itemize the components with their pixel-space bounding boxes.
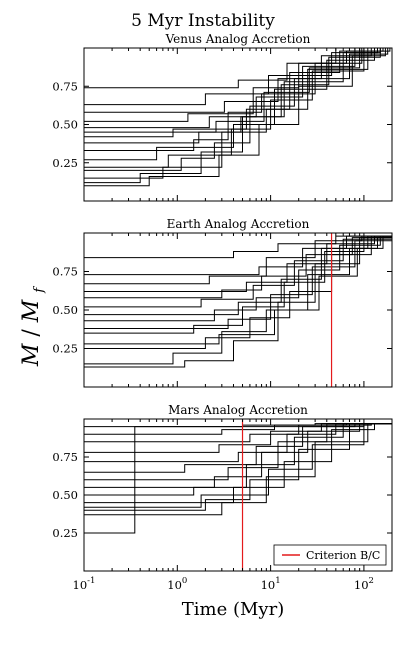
series-line xyxy=(84,237,392,368)
panel-1: Earth Analog Accretion 0.25 0.50 0.75 xyxy=(52,217,393,388)
series-line xyxy=(84,235,392,292)
series-line xyxy=(84,47,392,151)
y-tick-label: 0.75 xyxy=(52,450,78,464)
x-tick-label: 100 xyxy=(167,576,187,592)
series-line xyxy=(84,423,392,508)
svg-text:M / M f: M / M f xyxy=(19,286,47,367)
panel-2: Mars Analog Accretion 0.25 0.50 0.75 Criteri… xyxy=(52,403,393,572)
series-line xyxy=(84,47,392,106)
series-line xyxy=(84,423,392,516)
series-line xyxy=(84,237,392,299)
y-tick-label: 0.25 xyxy=(52,526,78,540)
x-tick-base: 10 xyxy=(73,578,88,592)
x-tick-exponent: 1 xyxy=(275,576,280,586)
x-tick-exponent: -1 xyxy=(87,576,95,586)
panel-title: Venus Analog Accretion xyxy=(165,32,311,46)
series-line xyxy=(84,423,392,481)
y-tick-label: 0.25 xyxy=(52,342,78,356)
legend-box xyxy=(273,544,387,566)
series-line xyxy=(84,47,392,138)
series-line xyxy=(84,47,392,161)
x-tick-label: 102 xyxy=(354,576,374,592)
y-tick-label: 0.75 xyxy=(52,265,78,279)
legend-label: Criterion B/C xyxy=(306,549,380,562)
y-tick-label: 0.50 xyxy=(52,303,78,317)
series-line xyxy=(84,237,392,365)
y-tick-label: 0.75 xyxy=(52,79,78,93)
series-line xyxy=(84,47,392,144)
y-tick-label: 0.25 xyxy=(52,156,78,170)
series-line xyxy=(84,423,392,534)
y-axis-label-sub: f xyxy=(32,286,47,294)
series-line xyxy=(84,238,392,308)
series-line xyxy=(84,47,392,171)
panels: Venus Analog Accretion0.250.500.75Earth … xyxy=(52,32,393,592)
x-tick-exponent: 2 xyxy=(369,576,374,586)
series-line xyxy=(84,235,392,316)
series-line xyxy=(84,423,392,496)
x-axis-label: Time (Myr) xyxy=(182,599,284,620)
series-line xyxy=(84,47,392,168)
series-line xyxy=(84,47,392,113)
y-axis-label-mf: M xyxy=(19,299,44,323)
x-tick-label: 10-1 xyxy=(73,576,96,592)
series-line xyxy=(84,423,392,504)
series-line xyxy=(84,235,392,285)
series-line xyxy=(84,423,392,473)
series-line xyxy=(84,47,392,179)
series-line xyxy=(84,423,392,511)
y-axis-label-m: M xyxy=(19,343,44,367)
panel-title: Earth Analog Accretion xyxy=(167,217,310,231)
panel-0: Venus Analog Accretion 0.25 0.50 0.75 xyxy=(52,32,393,202)
y-axis-label: M / M f xyxy=(19,286,47,367)
panel-title: Mars Analog Accretion xyxy=(168,403,308,417)
legend: Criterion B/C xyxy=(273,544,387,566)
x-tick-base: 10 xyxy=(167,578,182,592)
figure-title: 5 Myr Instability xyxy=(131,11,275,31)
series-line xyxy=(84,235,392,322)
y-tick-label: 0.50 xyxy=(52,118,78,132)
series-line xyxy=(84,235,392,259)
series-line xyxy=(84,47,392,133)
x-tick-base: 10 xyxy=(261,578,276,592)
y-axis-label-slash: / xyxy=(19,322,44,336)
x-tick-base: 10 xyxy=(354,578,369,592)
series-line xyxy=(84,423,392,453)
x-tick-exponent: 0 xyxy=(182,576,187,586)
x-tick-label: 101 xyxy=(261,576,281,592)
series-line xyxy=(84,423,392,428)
series-line xyxy=(84,235,392,345)
series-line xyxy=(84,235,392,276)
series-line xyxy=(84,240,392,329)
series-line xyxy=(84,235,392,349)
y-tick-label: 0.50 xyxy=(52,488,78,502)
